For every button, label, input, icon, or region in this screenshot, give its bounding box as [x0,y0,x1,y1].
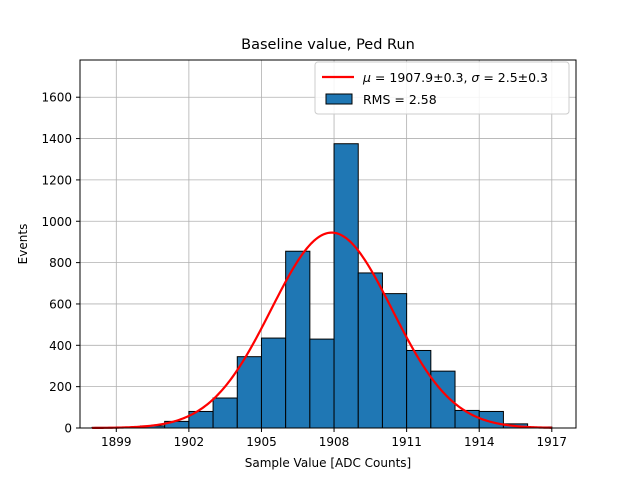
legend-sigma-value: = 2.5±0.3 [479,70,548,85]
histogram-bar [236,356,262,429]
x-tick-label: 1902 [174,435,205,449]
x-tick-label: 1905 [246,435,277,449]
legend-box [314,61,570,115]
y-tick-label: 400 [49,339,72,353]
y-tick-label: 0 [64,422,72,436]
histogram-bar [406,349,432,429]
plot-frame [79,59,577,429]
histogram-bar [309,338,335,429]
histogram-bar [357,272,383,429]
legend-hist-swatch [325,93,353,105]
legend-fit-label: μ = 1907.9±0.3, σ = 2.5±0.3 [362,70,548,85]
x-tick-label: 1917 [537,435,568,449]
y-tick-label: 600 [49,297,72,311]
legend-sigma-symbol: σ [471,70,480,85]
gaussian-fit [92,231,552,430]
histogram-bar [260,337,287,429]
x-tick-label: 1911 [391,435,422,449]
axis-ticks: 1899 1902 1905 1908 1911 1914 1917 0 200 400 600 80… [41,91,567,449]
x-tick-label: 1914 [464,435,495,449]
legend: μ = 1907.9±0.3, σ = 2.5±0.3 RMS = 2.58 [314,61,570,115]
x-tick-label: 1908 [319,435,350,449]
y-tick-label: 200 [49,380,72,394]
histogram-bar [333,143,359,429]
y-tick-label: 1600 [41,91,72,105]
chart-title: Baseline value, Ped Run [241,37,415,53]
legend-hist-label: RMS = 2.58 [363,92,437,107]
y-tick-label: 800 [49,256,72,270]
y-tick-label: 1200 [41,173,72,187]
x-tick-label: 1899 [101,435,132,449]
y-tick-label: 1000 [41,215,72,229]
y-axis-label: Events [16,224,30,265]
histogram-bar [285,250,311,429]
legend-mu-value: = 1907.9±0.3, [371,70,471,85]
histogram-bar [212,397,238,429]
legend-mu-symbol: μ [362,70,371,85]
y-tick-label: 1400 [41,132,72,146]
x-axis-label: Sample Value [ADC Counts] [245,456,411,470]
fit-curve [92,231,552,430]
